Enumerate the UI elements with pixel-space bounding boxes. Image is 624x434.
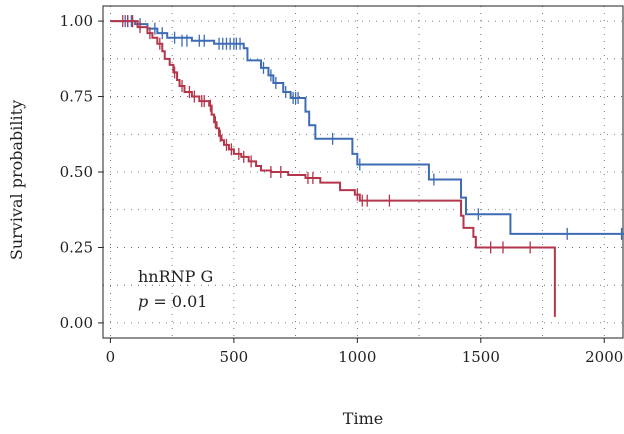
- y-tick-label: 1.00: [60, 12, 93, 30]
- y-tick-label: 0.00: [60, 314, 93, 332]
- x-tick-label: 1500: [462, 348, 500, 366]
- y-axis: 0.00 0.25 0.50 0.75 1.00: [60, 12, 103, 332]
- annotation-p-value: p = 0.01: [138, 292, 207, 311]
- annotation-gene-label: hnRNP G: [138, 267, 213, 286]
- grid-layer: [103, 6, 624, 338]
- survival-curve-2: [110, 20, 556, 317]
- x-tick-label: 2000: [585, 348, 623, 366]
- annotation-p-rest: = 0.01: [148, 292, 207, 311]
- y-tick-label: 0.50: [60, 163, 93, 181]
- x-tick-label: 1000: [338, 348, 376, 366]
- x-axis-title: Time: [343, 409, 383, 428]
- series-layer: [110, 15, 624, 317]
- x-tick-label: 500: [220, 348, 249, 366]
- y-tick-label: 0.25: [60, 238, 93, 256]
- survival-curve-1: [110, 20, 624, 235]
- x-tick-label: 0: [106, 348, 116, 366]
- annotation-p-symbol: p: [138, 292, 148, 311]
- y-axis-title: Survival probability: [7, 100, 26, 260]
- x-axis: 0 500 1000 1500 2000: [106, 338, 623, 366]
- y-tick-label: 0.75: [60, 88, 93, 106]
